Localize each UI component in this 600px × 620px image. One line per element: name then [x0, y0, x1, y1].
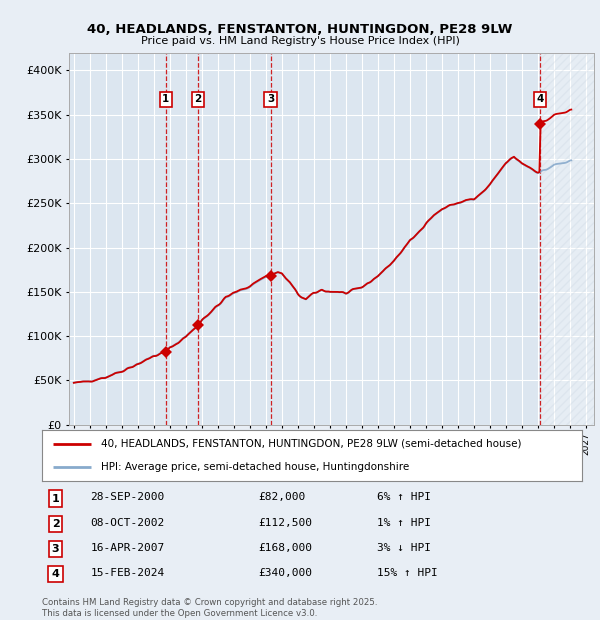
Text: 4: 4	[536, 94, 544, 104]
Text: 15% ↑ HPI: 15% ↑ HPI	[377, 568, 437, 578]
Text: 1: 1	[52, 494, 59, 503]
Text: 15-FEB-2024: 15-FEB-2024	[91, 568, 165, 578]
Text: 2: 2	[194, 94, 202, 104]
Text: £82,000: £82,000	[258, 492, 305, 502]
Text: £340,000: £340,000	[258, 568, 312, 578]
Text: 4: 4	[52, 569, 59, 579]
Text: 1% ↑ HPI: 1% ↑ HPI	[377, 518, 431, 528]
Text: HPI: Average price, semi-detached house, Huntingdonshire: HPI: Average price, semi-detached house,…	[101, 463, 410, 472]
Text: 3% ↓ HPI: 3% ↓ HPI	[377, 543, 431, 553]
Text: 28-SEP-2000: 28-SEP-2000	[91, 492, 165, 502]
Text: £112,500: £112,500	[258, 518, 312, 528]
Text: 3: 3	[52, 544, 59, 554]
Text: 6% ↑ HPI: 6% ↑ HPI	[377, 492, 431, 502]
Text: 40, HEADLANDS, FENSTANTON, HUNTINGDON, PE28 9LW (semi-detached house): 40, HEADLANDS, FENSTANTON, HUNTINGDON, P…	[101, 439, 522, 449]
Text: 08-OCT-2002: 08-OCT-2002	[91, 518, 165, 528]
Text: Contains HM Land Registry data © Crown copyright and database right 2025.
This d: Contains HM Land Registry data © Crown c…	[42, 598, 377, 618]
Text: 2: 2	[52, 519, 59, 529]
Text: Price paid vs. HM Land Registry's House Price Index (HPI): Price paid vs. HM Land Registry's House …	[140, 36, 460, 46]
Text: £168,000: £168,000	[258, 543, 312, 553]
Text: 16-APR-2007: 16-APR-2007	[91, 543, 165, 553]
Text: 3: 3	[267, 94, 274, 104]
Text: 1: 1	[162, 94, 169, 104]
Text: 40, HEADLANDS, FENSTANTON, HUNTINGDON, PE28 9LW: 40, HEADLANDS, FENSTANTON, HUNTINGDON, P…	[88, 23, 512, 36]
